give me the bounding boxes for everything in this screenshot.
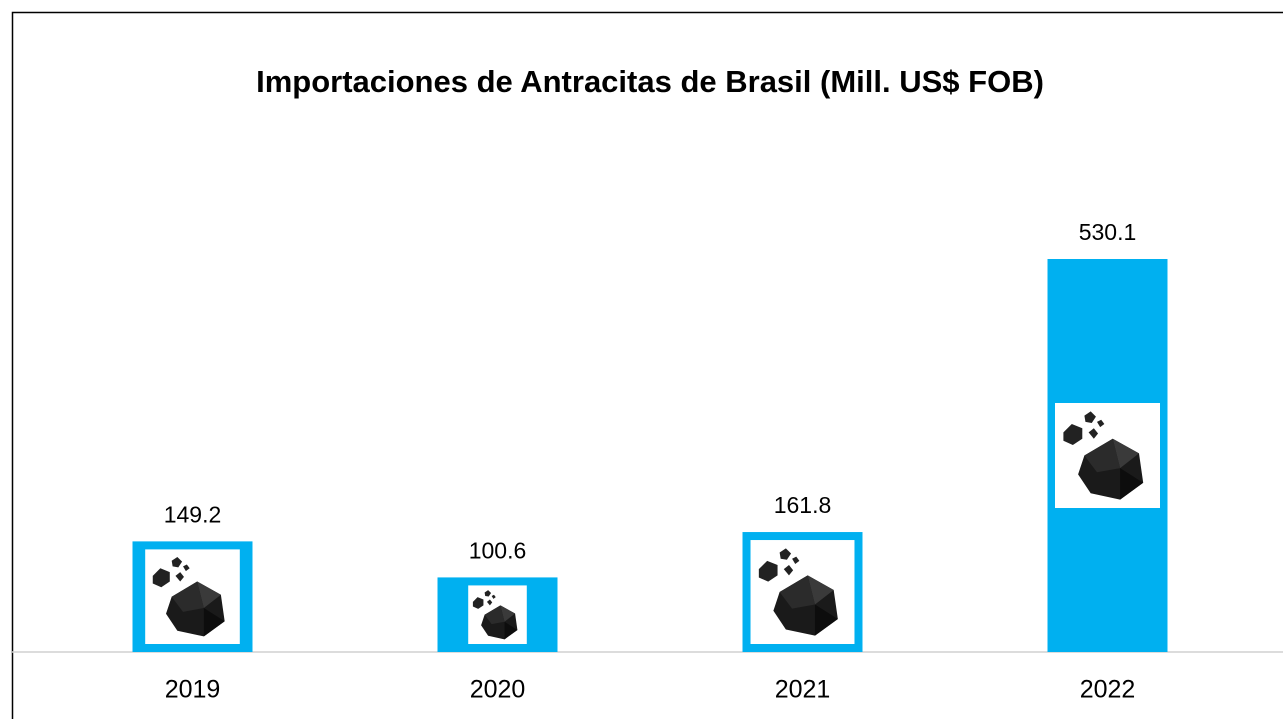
coal-facet <box>484 605 505 625</box>
coal-icon <box>145 549 240 644</box>
chart-title: Importaciones de Antracitas de Brasil (M… <box>256 64 1044 99</box>
coal-facet <box>779 575 815 609</box>
value-label: 161.8 <box>774 492 832 518</box>
coal-pebble <box>792 556 800 564</box>
coal-facet <box>171 581 204 612</box>
coal-facet <box>814 604 838 636</box>
coal-pebble <box>175 572 184 582</box>
coal-pebble <box>183 564 190 572</box>
coal-pebble <box>783 564 794 576</box>
coal-pebble <box>472 597 484 609</box>
x-tick-label: 2020 <box>470 676 526 704</box>
value-label: 530.1 <box>1079 219 1137 245</box>
coal-pebble <box>491 594 496 599</box>
x-tick-label: 2022 <box>1080 676 1136 704</box>
coal-pebble <box>1084 411 1096 423</box>
coal-pebble <box>171 556 183 568</box>
value-label: 149.2 <box>164 501 222 527</box>
coal-pebble <box>1063 424 1083 445</box>
coal-facet <box>1112 438 1139 469</box>
coal-pebble <box>486 599 493 606</box>
coal-icon <box>468 585 527 644</box>
coal-facet <box>500 605 516 622</box>
coal-pebble <box>779 548 792 560</box>
coal-facet <box>203 608 225 637</box>
coal-facet <box>1084 438 1121 473</box>
coal-facet <box>1120 468 1144 500</box>
coal-pebble <box>758 560 778 582</box>
coal-pebble <box>1097 419 1105 428</box>
value-label: 100.6 <box>469 537 527 563</box>
x-tick-label: 2021 <box>775 676 831 704</box>
coal-icon <box>750 540 855 644</box>
x-tick-label: 2019 <box>165 676 221 704</box>
coal-pebble <box>484 590 492 597</box>
coal-facet <box>504 621 518 640</box>
coal-facet <box>807 575 834 605</box>
coal-icon <box>1055 403 1160 508</box>
coal-pebble <box>1088 428 1099 439</box>
coal-facet <box>197 581 221 609</box>
coal-pebble <box>152 568 170 588</box>
